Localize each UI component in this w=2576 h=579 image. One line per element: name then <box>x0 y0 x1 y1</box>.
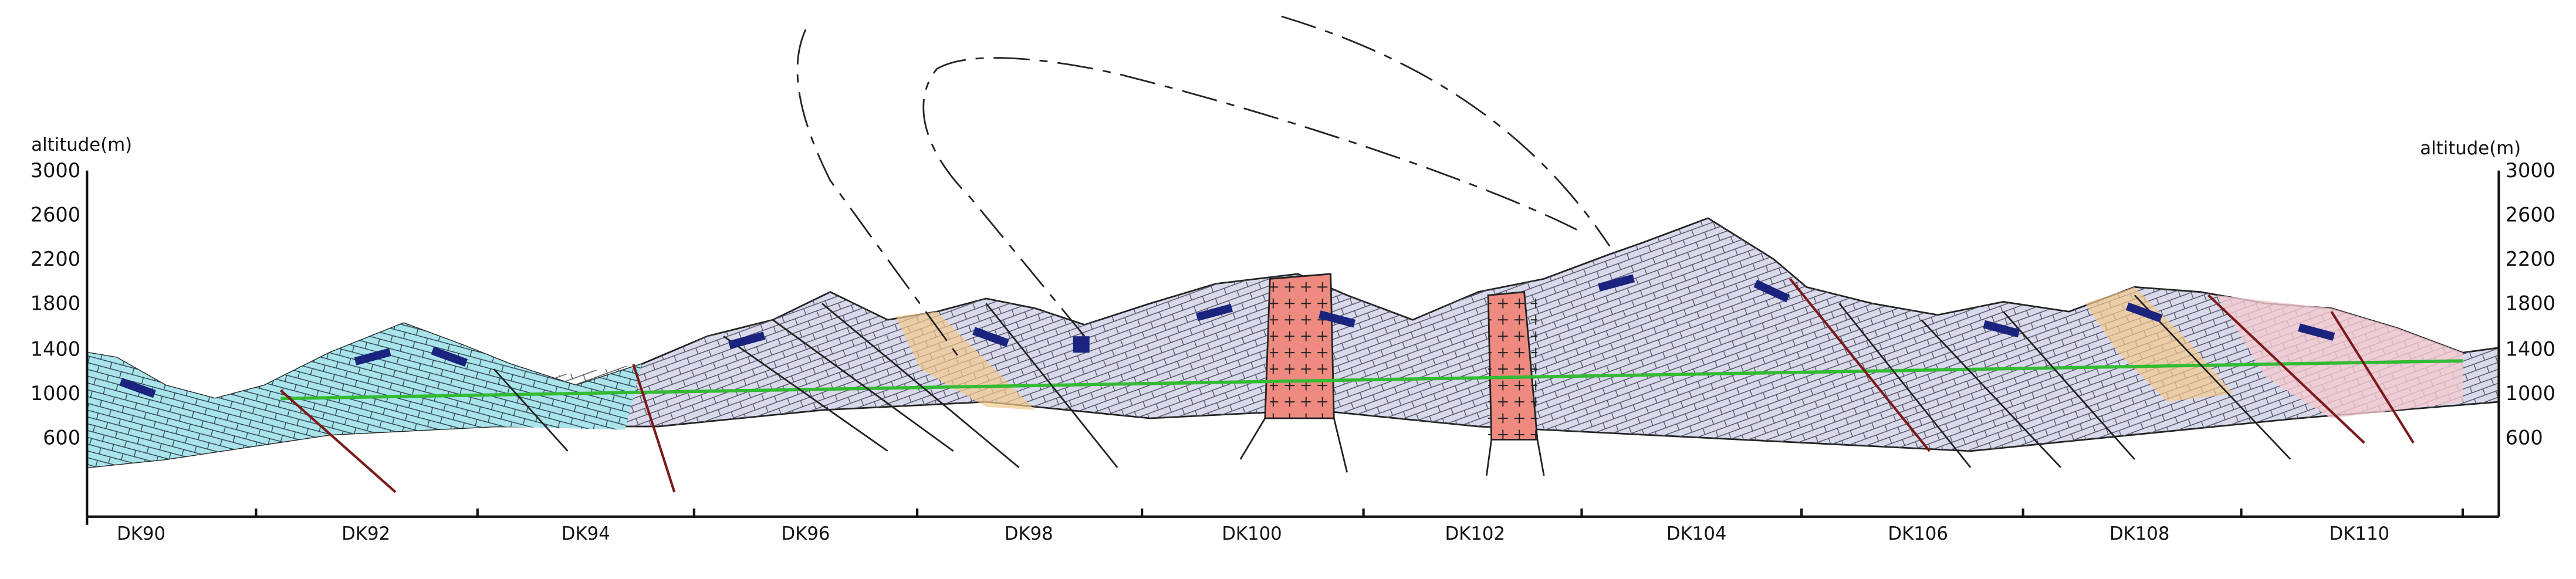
station-label: DK100 <box>1222 523 1282 544</box>
y-tick-label: 2200 <box>2506 248 2555 270</box>
y-tick-label: 2600 <box>2506 203 2555 226</box>
y-tick-label: 2600 <box>31 203 80 226</box>
cyan-pattern <box>87 323 642 468</box>
geology <box>86 15 2500 493</box>
station-label: DK98 <box>1005 523 1053 544</box>
axis-label: altitude(m) <box>2420 138 2521 159</box>
axis-label: altitude(m) <box>31 134 132 155</box>
station-label: DK94 <box>562 523 610 544</box>
y-tick-label: 3000 <box>31 159 80 182</box>
station-label: DK110 <box>2330 523 2390 544</box>
contact <box>1239 418 1545 476</box>
faults <box>279 278 2415 493</box>
granite-pattern <box>1270 279 1333 418</box>
granite-pattern <box>1488 295 1537 440</box>
y-tick-label: 1000 <box>2506 382 2555 405</box>
y-tick-label: 3000 <box>2506 159 2555 182</box>
y-tick-label: 2200 <box>31 248 80 270</box>
station-label: DK102 <box>1445 523 1505 544</box>
red-unit <box>2216 295 2463 418</box>
y-tick-label: 1800 <box>31 292 80 314</box>
station-label: DK92 <box>342 523 390 544</box>
y-tick-label: 1400 <box>2506 338 2555 361</box>
y-tick-label: 600 <box>43 426 80 449</box>
y-tick-label: 1800 <box>2506 292 2555 314</box>
y-tick-label: 1400 <box>31 338 80 361</box>
sandstone <box>2085 287 2233 402</box>
attitude-marks <box>119 274 2335 398</box>
y-tick-label: 1000 <box>31 382 80 405</box>
station-label: DK106 <box>1888 523 1948 544</box>
station-label: DK90 <box>117 523 165 544</box>
station-label: DK108 <box>2110 523 2170 544</box>
station-label: DK104 <box>1666 523 1727 544</box>
strata-lines <box>493 294 2291 468</box>
axes <box>86 170 2500 525</box>
tunnel-line <box>280 359 2463 401</box>
fold-trace <box>796 15 1611 361</box>
station-label: DK96 <box>781 523 830 544</box>
y-tick-label: 600 <box>2506 426 2543 449</box>
